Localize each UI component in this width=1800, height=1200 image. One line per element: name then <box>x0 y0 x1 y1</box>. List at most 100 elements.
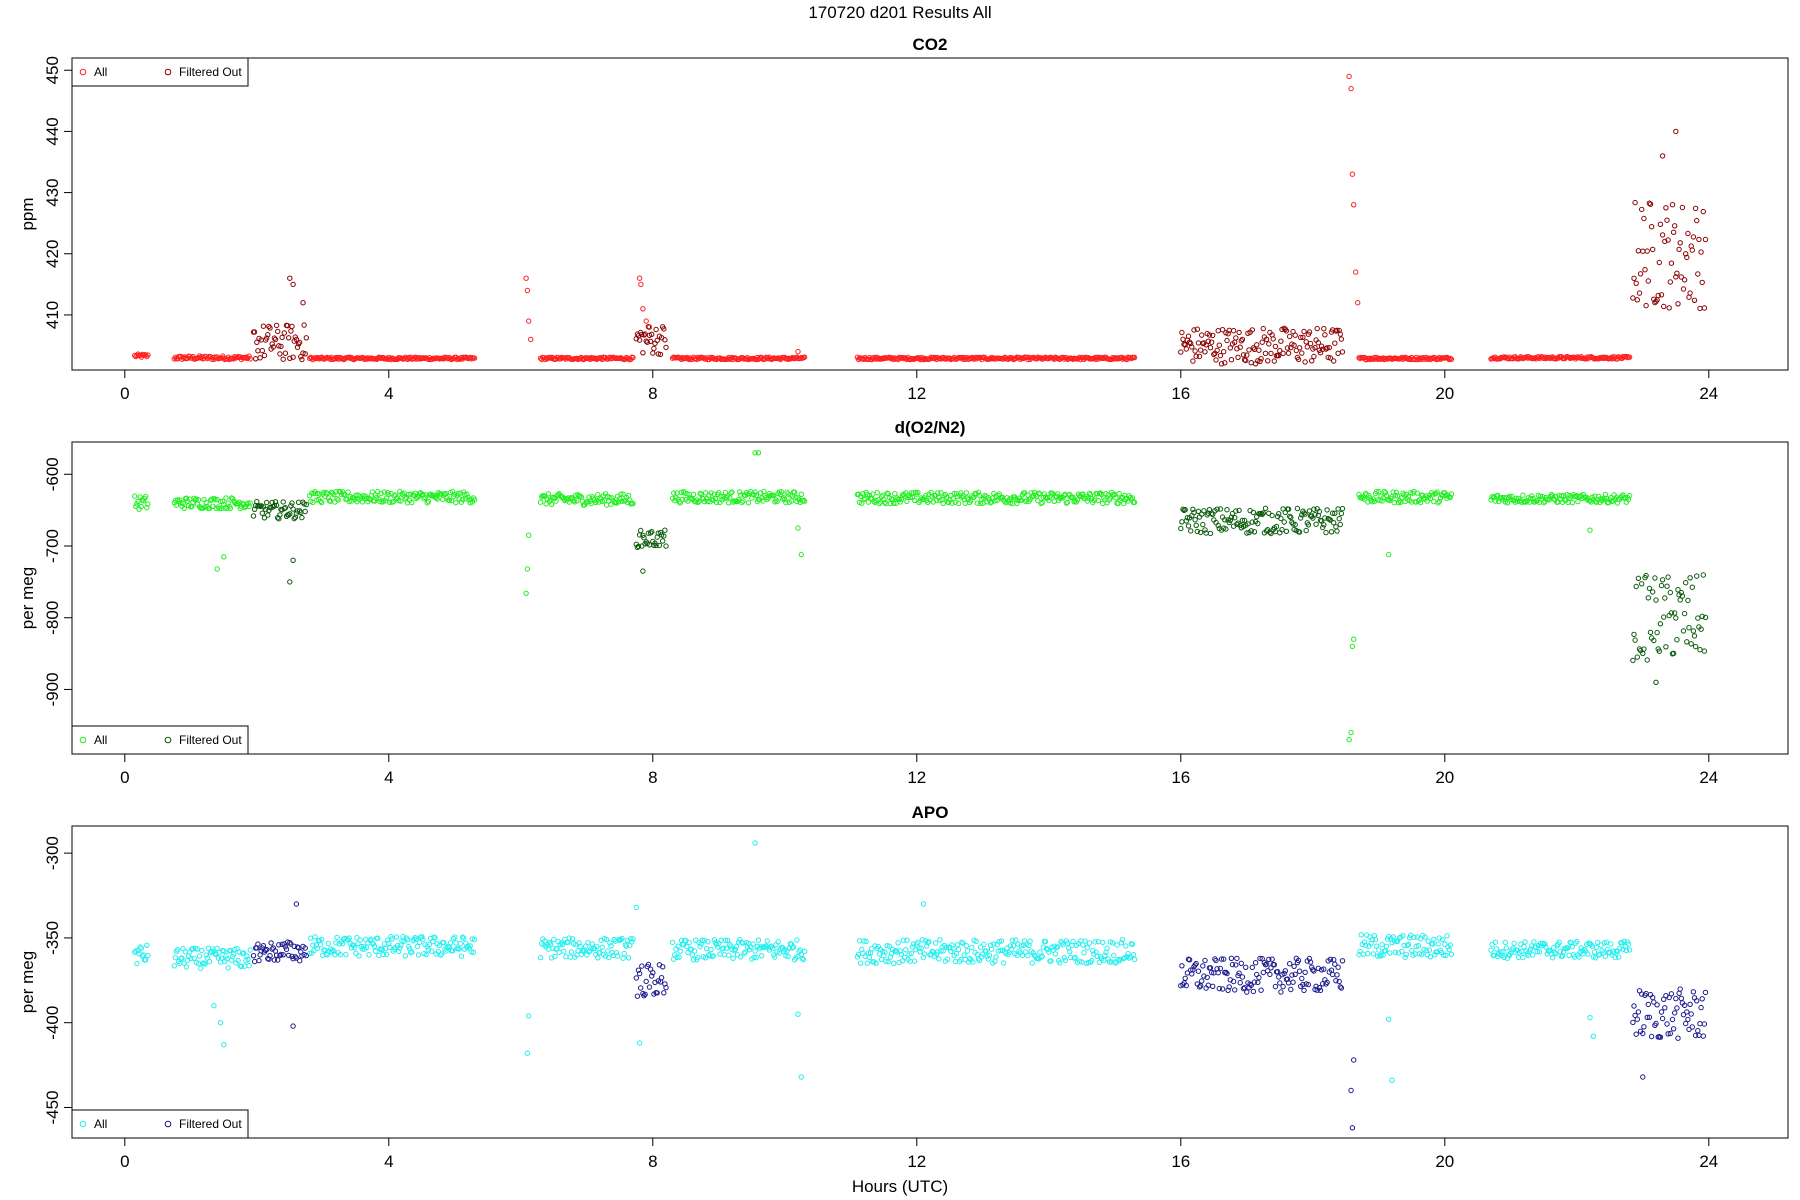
data-point <box>1537 493 1544 499</box>
data-point <box>661 326 667 332</box>
data-point <box>1179 329 1185 336</box>
data-point <box>1633 1031 1639 1037</box>
data-point <box>752 489 758 495</box>
data-point <box>1131 956 1138 963</box>
data-point <box>1644 657 1650 663</box>
data-point <box>337 489 344 495</box>
data-point <box>1645 278 1652 284</box>
data-point <box>1296 529 1303 535</box>
data-point <box>1655 292 1661 299</box>
data-point <box>1688 641 1694 647</box>
data-point <box>800 956 807 963</box>
data-point <box>1673 274 1679 280</box>
data-point <box>1225 331 1231 337</box>
data-point <box>1210 983 1216 989</box>
data-point <box>1658 1009 1665 1015</box>
data-point <box>1313 521 1319 527</box>
data-point <box>1180 336 1186 342</box>
data-point <box>1183 346 1190 352</box>
data-point <box>387 944 393 950</box>
data-point <box>1281 519 1287 525</box>
legend-marker-filtered <box>164 68 172 76</box>
data-point <box>275 957 281 963</box>
data-point <box>646 984 653 990</box>
data-point <box>1097 490 1104 496</box>
data-point <box>752 450 758 456</box>
data-point <box>364 495 370 502</box>
data-point <box>1392 493 1399 499</box>
data-point <box>899 354 906 361</box>
data-point <box>1647 629 1654 636</box>
data-point <box>1320 524 1326 531</box>
data-point <box>261 352 268 359</box>
data-point <box>420 936 426 942</box>
data-point <box>1335 964 1341 970</box>
data-point <box>1223 526 1229 532</box>
data-point <box>1670 650 1677 656</box>
data-point <box>1683 580 1689 586</box>
data-point <box>774 498 780 505</box>
data-point <box>1677 986 1683 992</box>
data-point <box>1299 350 1305 356</box>
data-point <box>1239 974 1246 980</box>
data-point <box>1643 302 1649 309</box>
data-point <box>1521 943 1527 950</box>
data-point <box>1377 953 1383 959</box>
data-point <box>1247 981 1253 987</box>
data-point <box>1329 971 1336 978</box>
data-point <box>1672 223 1678 229</box>
data-point <box>188 955 194 962</box>
data-point <box>468 949 474 955</box>
data-point <box>697 943 703 950</box>
data-point <box>140 952 147 958</box>
data-point <box>620 955 626 961</box>
data-point <box>614 953 621 959</box>
data-point <box>1111 952 1117 959</box>
data-point <box>991 941 997 947</box>
data-point <box>638 527 644 534</box>
data-point <box>647 338 654 344</box>
data-point <box>1222 517 1228 523</box>
data-point <box>720 945 726 951</box>
data-point <box>1228 514 1235 520</box>
data-point <box>1199 978 1205 984</box>
data-point <box>464 491 470 497</box>
data-point <box>1338 510 1345 517</box>
data-point <box>1048 958 1054 964</box>
data-point <box>1301 328 1307 335</box>
series-filtered-out <box>250 901 1709 1131</box>
data-point <box>1691 297 1698 303</box>
data-point <box>891 500 897 506</box>
data-point <box>924 943 930 949</box>
data-point <box>333 940 339 946</box>
data-point <box>1367 356 1373 363</box>
data-point <box>895 940 901 946</box>
data-point <box>911 958 918 964</box>
data-point <box>1295 356 1302 363</box>
data-point <box>882 499 888 506</box>
data-point <box>1672 1010 1678 1016</box>
y-tick-label: 410 <box>43 301 62 329</box>
data-point <box>1415 943 1422 949</box>
data-point <box>1095 497 1102 504</box>
data-point <box>1640 248 1646 254</box>
data-point <box>1701 648 1708 654</box>
data-point <box>1258 987 1264 993</box>
data-point <box>655 351 661 357</box>
data-point <box>1102 952 1108 959</box>
data-point <box>696 498 702 505</box>
data-point <box>1549 955 1556 961</box>
data-point <box>290 557 296 563</box>
data-point <box>1662 238 1668 245</box>
data-point <box>699 937 705 943</box>
plot-frame <box>71 825 1789 1139</box>
data-point <box>697 490 703 496</box>
data-point <box>730 955 736 961</box>
data-point <box>638 985 644 991</box>
data-point <box>1329 510 1336 516</box>
data-point <box>616 499 622 505</box>
data-point <box>426 941 433 948</box>
data-point <box>1292 521 1298 528</box>
data-point <box>953 950 960 957</box>
data-point <box>449 948 456 954</box>
